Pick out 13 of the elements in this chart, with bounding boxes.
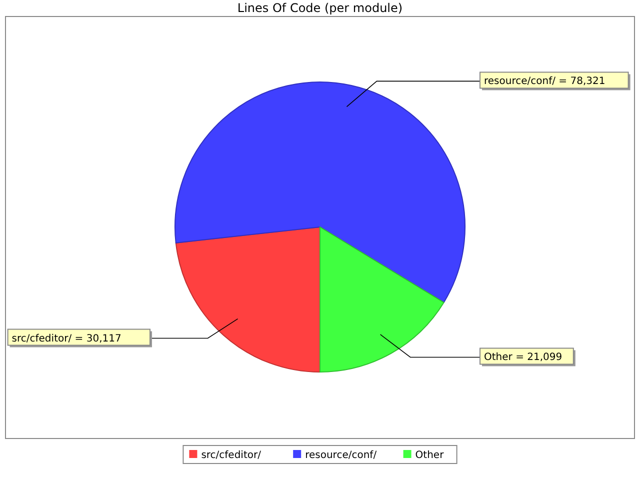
data-label: = 21,099 (516, 352, 562, 364)
data-label: = 30,117 (74, 333, 122, 344)
slice-label: Other (484, 352, 512, 364)
data-label: = 78,321 (558, 76, 606, 88)
pie-slice (320, 226, 444, 372)
chart-title: Lines Of Code (per module) (237, 1, 403, 15)
legend-label: resource/conf/ (305, 450, 378, 461)
pie-slice (174, 82, 466, 303)
slice-label: resource/conf/ (484, 76, 556, 88)
slice-label: src/cfeditor/ (12, 333, 72, 344)
pie-slice (175, 226, 320, 372)
legend-label: src/cfeditor/ (201, 450, 262, 461)
legend-label: Other (415, 450, 445, 461)
